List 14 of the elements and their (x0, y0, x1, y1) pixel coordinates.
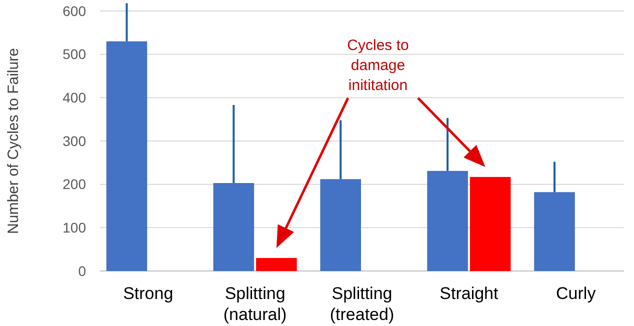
y-axis-title: Number of Cycles to Failure (5, 48, 22, 234)
x-tick-label: Splitting (natural) (223, 284, 287, 324)
x-tick-label: Straight (440, 284, 499, 303)
x-tick-label: Curly (556, 284, 596, 303)
annotation: Cycles to damage inititation (347, 37, 409, 94)
y-tick-label: 300 (62, 132, 86, 149)
y-tick-label: 600 (62, 2, 86, 19)
y-tick-label: 0 (78, 262, 86, 279)
x-tick-label: Strong (123, 284, 174, 303)
y-tick-label: 200 (62, 176, 86, 192)
y-tick-label: 400 (62, 90, 86, 106)
y-tick-label: 100 (62, 220, 86, 236)
x-tick-label: Splitting (treated) (330, 284, 394, 324)
y-tick-label: 500 (62, 46, 86, 62)
